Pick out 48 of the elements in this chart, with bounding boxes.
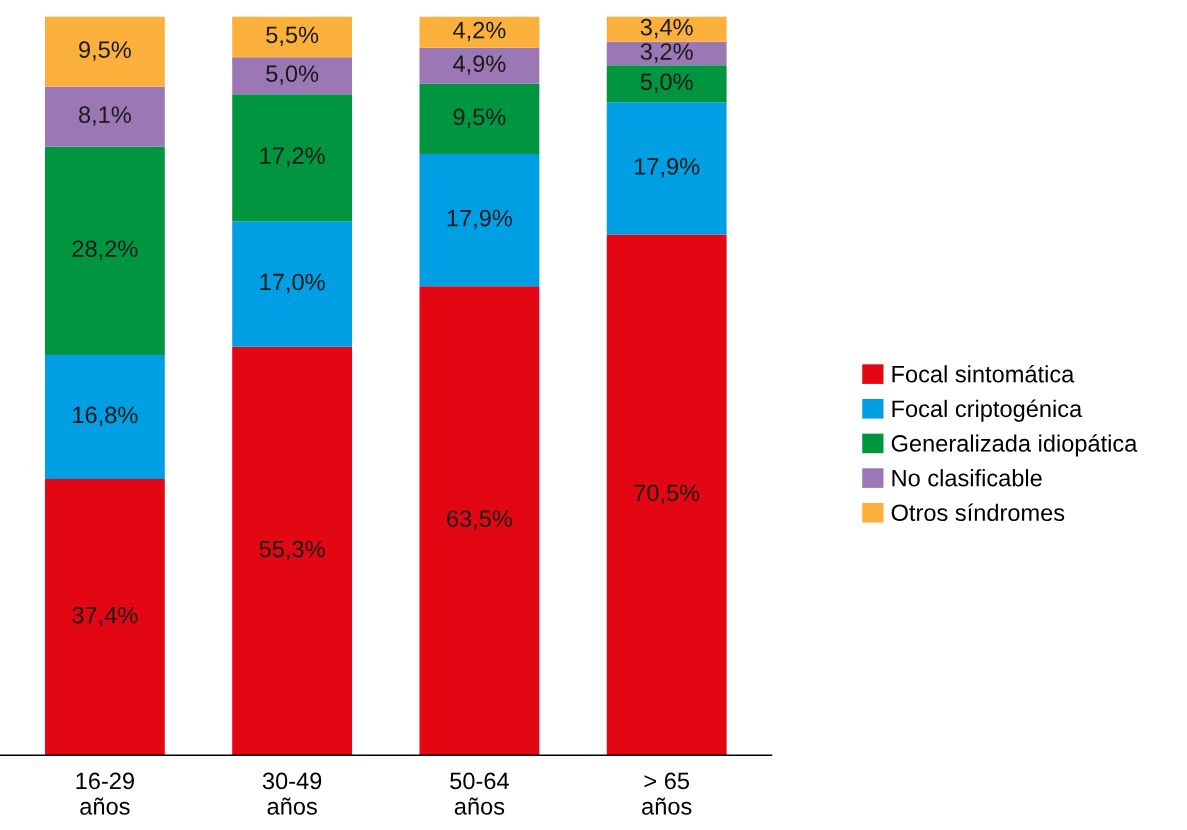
data-label: 37,4% bbox=[72, 606, 138, 627]
bar bbox=[232, 94, 353, 222]
x-tick-label: 50-64 años bbox=[450, 772, 509, 815]
bar bbox=[606, 65, 727, 103]
bar bbox=[44, 479, 165, 756]
bar bbox=[44, 86, 165, 147]
bar bbox=[44, 146, 165, 355]
x-tick-label: 16-29 años bbox=[76, 772, 134, 815]
bar bbox=[419, 286, 540, 756]
x-tick-label: > 65 años bbox=[642, 772, 692, 815]
data-label: 9,5% bbox=[79, 41, 131, 61]
bar bbox=[232, 16, 353, 58]
data-label: 4,9% bbox=[453, 55, 506, 75]
legend-label: Focal criptogénica bbox=[892, 399, 1083, 422]
bar bbox=[232, 346, 353, 756]
data-label: 17,0% bbox=[260, 273, 325, 294]
data-label: 3,2% bbox=[640, 43, 693, 63]
data-label: 5,0% bbox=[640, 73, 693, 93]
data-label: 9,5% bbox=[453, 108, 506, 129]
bar bbox=[419, 16, 540, 48]
data-label: 17,9% bbox=[635, 158, 700, 178]
data-label: 5,0% bbox=[266, 65, 319, 85]
legend-label: Generalizada idiopática bbox=[891, 434, 1138, 457]
bar bbox=[44, 354, 165, 480]
bar bbox=[606, 16, 727, 42]
legend-label: No clasificable bbox=[892, 469, 1042, 487]
data-label: 63,5% bbox=[447, 510, 513, 530]
legend-label: Otros síndromes bbox=[891, 503, 1065, 522]
bar bbox=[232, 221, 353, 347]
data-label: 3,4% bbox=[640, 18, 693, 39]
data-label: 55,3% bbox=[259, 540, 325, 561]
bar bbox=[419, 83, 540, 154]
bar bbox=[419, 47, 540, 84]
data-label: 17,2% bbox=[260, 147, 325, 167]
bar bbox=[44, 16, 165, 87]
bar bbox=[606, 234, 727, 756]
data-label: 17,9% bbox=[447, 209, 513, 230]
data-label: 5,5% bbox=[266, 26, 319, 47]
data-label: 70,5% bbox=[634, 484, 700, 505]
legend-label: Focal sintomática bbox=[892, 364, 1075, 383]
bar bbox=[232, 57, 353, 95]
data-label: 4,2% bbox=[453, 21, 506, 42]
data-label: 16,8% bbox=[73, 406, 138, 427]
bar bbox=[419, 154, 540, 287]
data-label: 8,1% bbox=[78, 106, 131, 126]
bar bbox=[606, 102, 727, 235]
x-tick-label: 30-49 años bbox=[262, 772, 322, 815]
data-label: 28,2% bbox=[72, 240, 138, 260]
